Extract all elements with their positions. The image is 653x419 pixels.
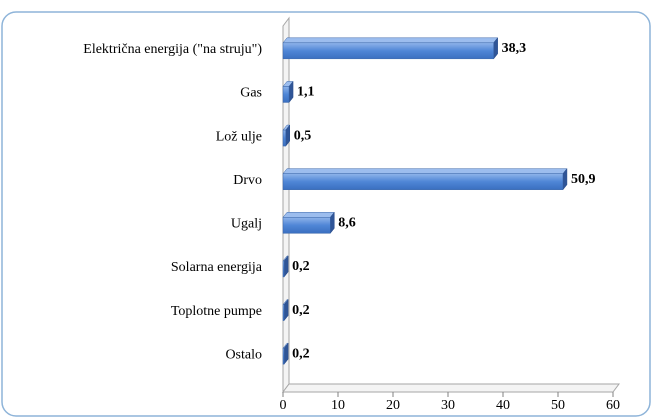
value-label: 0,5 bbox=[294, 128, 312, 143]
bar bbox=[282, 129, 286, 147]
y-tick-label: Električna energija ("na struju") bbox=[83, 42, 262, 57]
bar bbox=[282, 173, 564, 190]
bar bbox=[282, 347, 285, 365]
bar-top bbox=[282, 37, 499, 44]
x-tick-label: 50 bbox=[551, 398, 565, 413]
bar bbox=[282, 86, 290, 103]
bar bbox=[282, 304, 285, 321]
value-label: 1,1 bbox=[297, 85, 315, 100]
y-tick-label: Solarna energija bbox=[171, 260, 263, 275]
value-label: 50,9 bbox=[571, 172, 596, 187]
y-tick-label: Toplotne pumpe bbox=[171, 304, 262, 319]
floor bbox=[282, 383, 620, 393]
y-tick-label: Lož ulje bbox=[216, 129, 262, 144]
x-tick-label: 60 bbox=[606, 398, 620, 413]
y-tick-label: Drvo bbox=[233, 173, 262, 188]
value-label: 0,2 bbox=[292, 303, 310, 318]
y-tick-label: Ugalj bbox=[231, 217, 262, 232]
wall bbox=[282, 16, 290, 394]
value-label: 0,2 bbox=[292, 259, 310, 274]
bar-top bbox=[282, 212, 335, 218]
y-tick-label: Gas bbox=[240, 86, 262, 101]
bar bbox=[282, 217, 331, 234]
value-label: 38,3 bbox=[502, 41, 527, 56]
x-tick-label: 20 bbox=[386, 398, 400, 413]
x-tick-label: 0 bbox=[280, 398, 287, 413]
bar-top bbox=[282, 168, 568, 174]
value-label: 8,6 bbox=[338, 216, 356, 231]
x-tick-label: 30 bbox=[441, 398, 455, 413]
bar bbox=[282, 42, 494, 60]
x-tick-label: 40 bbox=[496, 398, 510, 413]
y-tick-label: Ostalo bbox=[225, 347, 262, 362]
value-label: 0,2 bbox=[292, 346, 310, 361]
x-tick-label: 10 bbox=[331, 398, 345, 413]
bar bbox=[282, 260, 285, 278]
